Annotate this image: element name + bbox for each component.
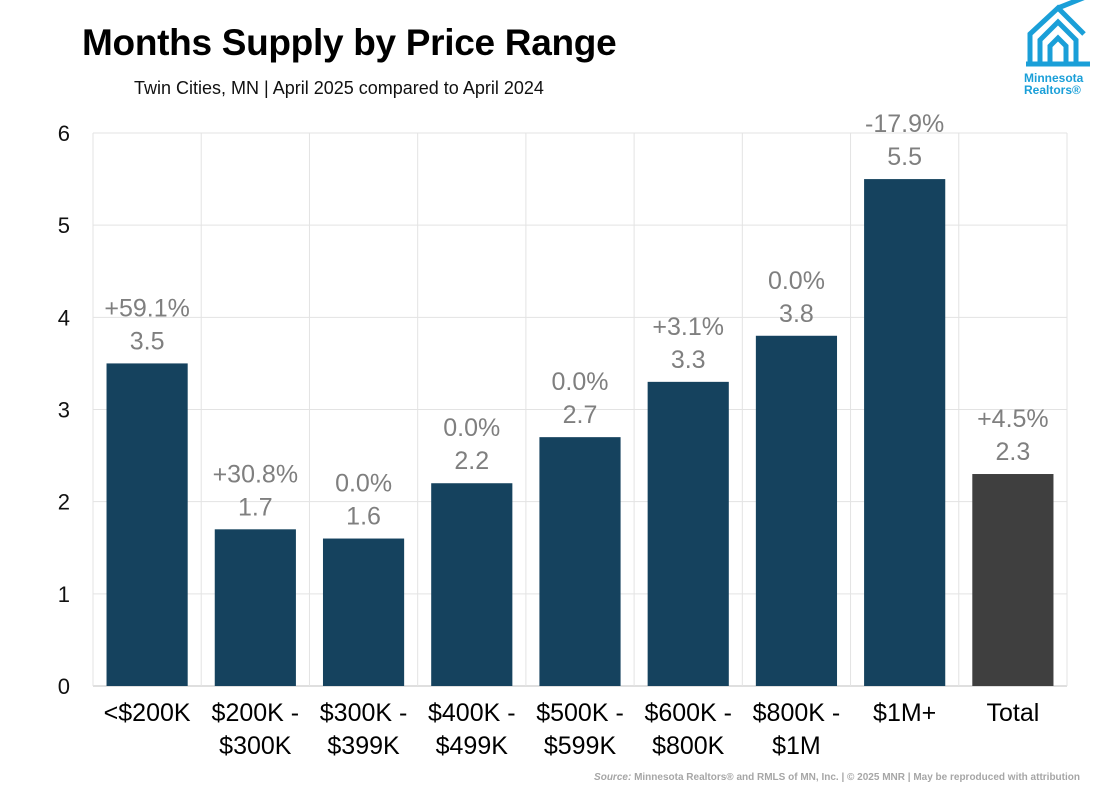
y-tick-label: 5: [58, 213, 70, 238]
source-footer: Source: Minnesota Realtors® and RMLS of …: [594, 772, 1080, 783]
x-tick-label: $800K: [652, 732, 725, 760]
bar: [322, 538, 405, 686]
change-label: -17.9%: [865, 110, 944, 138]
bar: [647, 381, 729, 686]
change-label: +59.1%: [104, 294, 190, 322]
value-label: 3.8: [779, 300, 814, 328]
x-tick-label: $1M+: [873, 699, 936, 727]
x-tick-label: Total: [986, 699, 1039, 727]
change-label: 0.0%: [443, 414, 500, 442]
value-label: 3.5: [130, 327, 165, 355]
change-label: +30.8%: [213, 460, 299, 488]
y-tick-label: 4: [58, 305, 70, 330]
source-text: Minnesota Realtors® and RMLS of MN, Inc.…: [634, 772, 1080, 783]
value-label: 1.6: [346, 503, 381, 531]
x-tick-label: $399K: [327, 732, 400, 760]
x-tick-label: $500K -: [536, 699, 624, 727]
bar: [431, 483, 513, 686]
value-label: 5.5: [887, 143, 922, 171]
logo-line-2: Realtors®: [1024, 83, 1081, 97]
value-label: 3.3: [671, 346, 706, 374]
change-label: 0.0%: [335, 470, 392, 498]
y-tick-label: 2: [58, 490, 70, 515]
x-tick-label: $400K -: [428, 699, 516, 727]
x-tick-label: $200K -: [212, 699, 300, 727]
y-tick-label: 0: [58, 674, 70, 699]
logo-line-1: Minnesota: [1024, 71, 1084, 85]
chart-title: Months Supply by Price Range: [82, 22, 617, 63]
value-label: 1.7: [238, 493, 273, 521]
value-label: 2.2: [454, 447, 489, 475]
bar: [214, 529, 296, 686]
house-logo-icon: [1026, 0, 1090, 67]
bar: [864, 179, 946, 687]
value-label: 2.3: [996, 438, 1031, 466]
source-label: Source:: [594, 772, 632, 783]
logo-text: Minnesota Realtors®: [1024, 72, 1083, 96]
x-tick-label: $499K: [436, 732, 509, 760]
x-tick-label: $300K -: [320, 699, 408, 727]
chart-subtitle: Twin Cities, MN | April 2025 compared to…: [134, 78, 544, 98]
change-label: +4.5%: [977, 405, 1049, 433]
change-label: 0.0%: [552, 368, 609, 396]
y-tick-label: 1: [58, 582, 70, 607]
x-tick-label: $599K: [544, 732, 617, 760]
value-label: 2.7: [563, 401, 598, 429]
y-tick-label: 3: [58, 398, 70, 423]
change-label: +3.1%: [652, 313, 724, 341]
y-tick-label: 6: [58, 121, 70, 146]
x-tick-label: $600K -: [644, 699, 732, 727]
bar: [972, 474, 1054, 686]
bar: [106, 363, 188, 686]
change-label: 0.0%: [768, 267, 825, 295]
x-tick-label: $300K: [219, 732, 292, 760]
x-tick-label: $1M: [772, 732, 821, 760]
x-tick-label: $800K -: [753, 699, 841, 727]
bar: [539, 437, 621, 686]
x-tick-label: <$200K: [104, 699, 191, 727]
bar: [755, 335, 838, 686]
